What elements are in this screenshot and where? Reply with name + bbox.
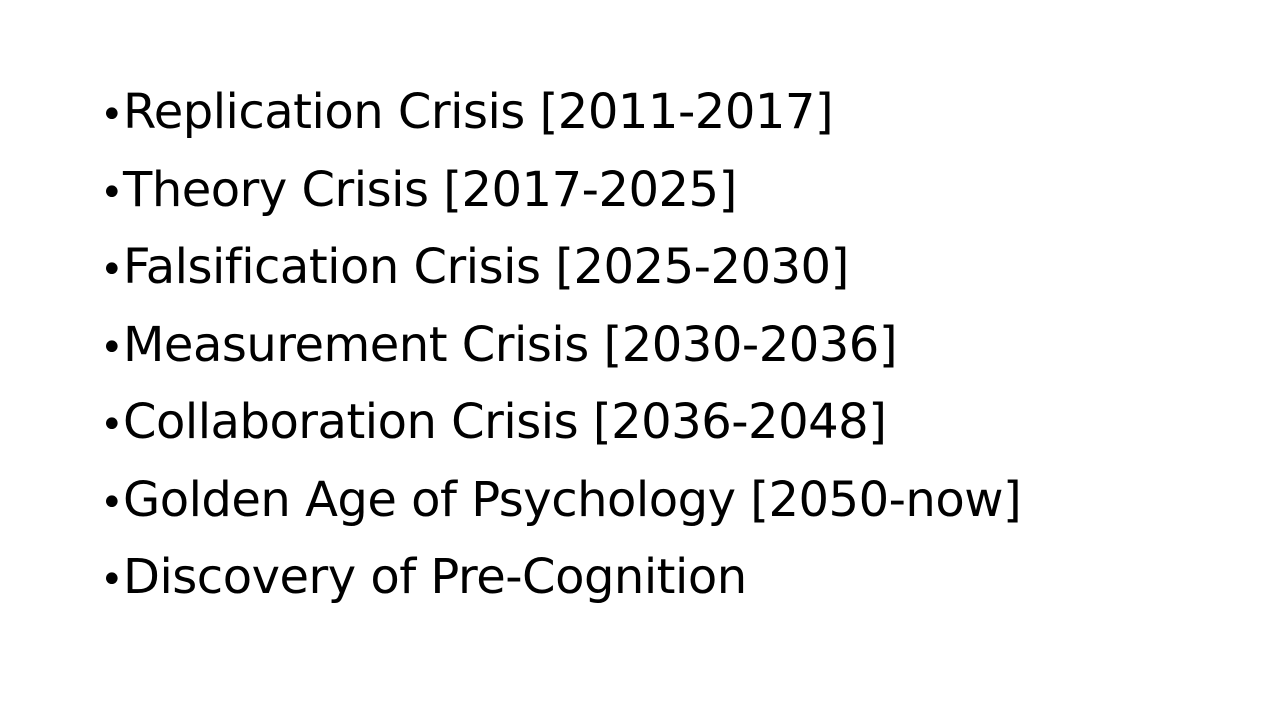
list-item: • Golden Age of Psychology [2050-now] <box>100 462 1022 540</box>
bullet-icon: • <box>100 402 124 448</box>
bullet-icon: • <box>100 324 124 371</box>
bullet-icon: • <box>100 557 124 603</box>
bullet-list: • Replication Crisis [2011-2017] • Theor… <box>100 74 1022 617</box>
bullet-icon: • <box>100 92 124 138</box>
bullet-icon: • <box>100 169 124 216</box>
list-item: • Falsification Crisis [2025-2030] <box>100 229 1021 307</box>
bullet-icon: • <box>100 479 124 526</box>
list-item: • Discovery of Pre-Cognition <box>100 539 1021 617</box>
list-item-text: Discovery of Pre-Cognition <box>123 549 747 605</box>
list-item-text: Replication Crisis [2011-2017] <box>123 84 834 140</box>
list-item-text: Golden Age of Psychology [2050-now] <box>123 471 1022 528</box>
bullet-icon: • <box>100 247 124 293</box>
list-item-text: Measurement Crisis [2030-2036] <box>123 316 898 373</box>
list-item: • Replication Crisis [2011-2017] <box>100 74 1021 152</box>
list-item-text: Falsification Crisis [2025-2030] <box>123 239 849 295</box>
list-item-text: Collaboration Crisis [2036-2048] <box>123 394 887 450</box>
list-item: • Theory Crisis [2017-2025] <box>100 152 1021 230</box>
list-item: • Measurement Crisis [2030-2036] <box>100 307 1021 385</box>
list-item-text: Theory Crisis [2017-2025] <box>123 161 737 218</box>
list-item: • Collaboration Crisis [2036-2048] <box>100 384 1021 462</box>
